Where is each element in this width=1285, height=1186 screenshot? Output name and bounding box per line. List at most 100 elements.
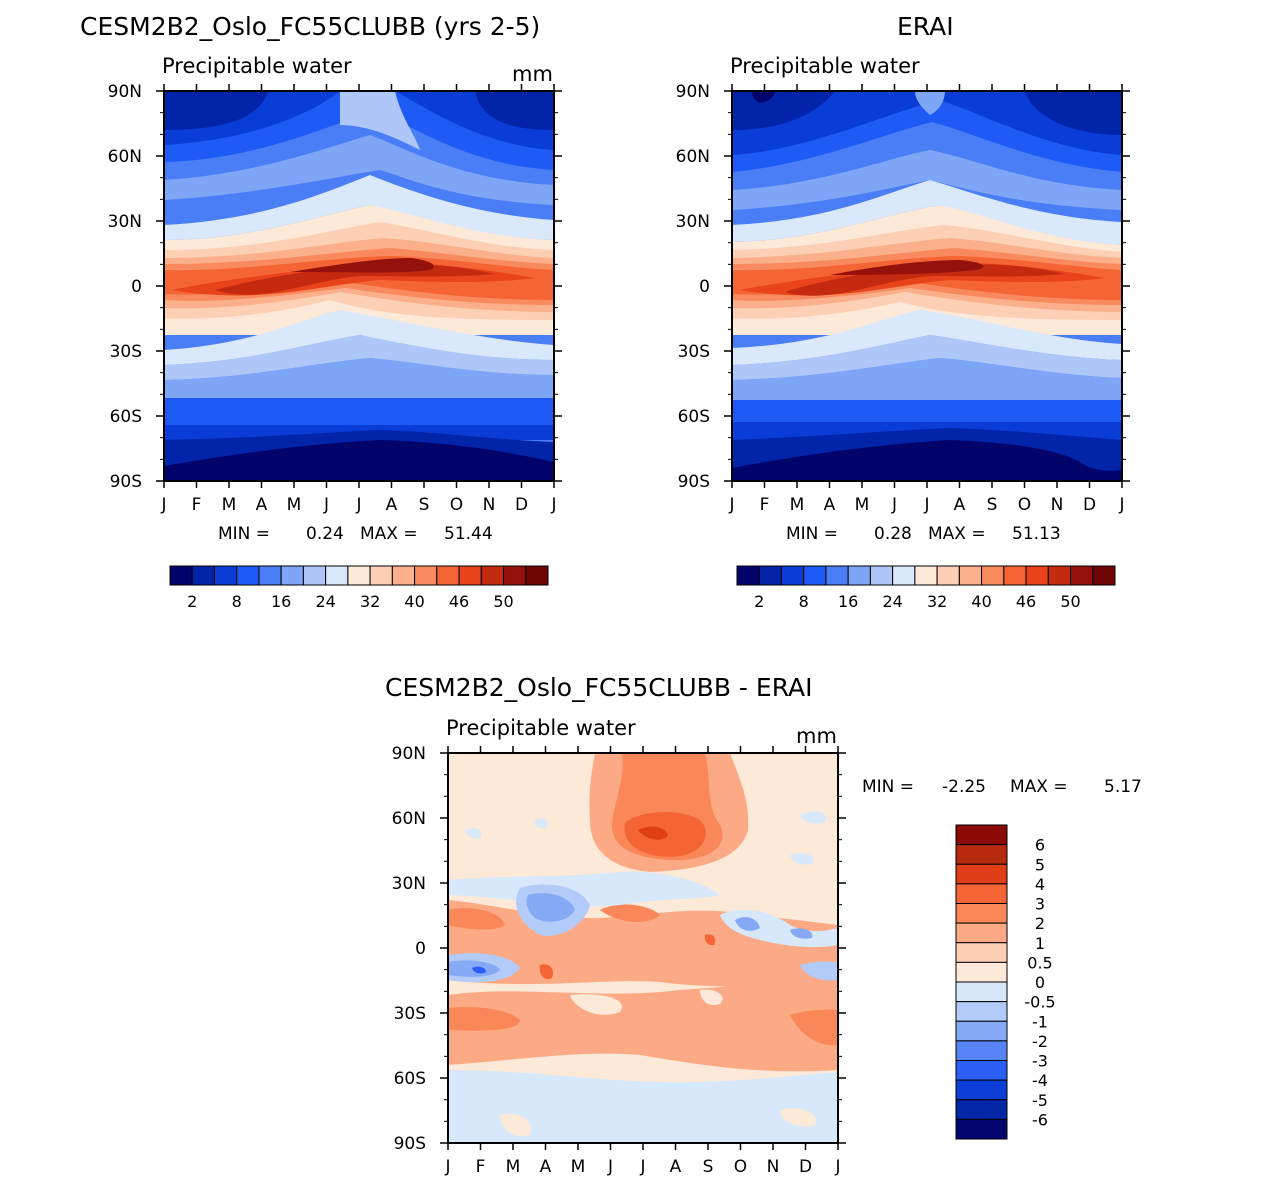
panel-diff-field bbox=[448, 753, 838, 1143]
field-band bbox=[732, 440, 1122, 481]
colorbar-swatch bbox=[347, 565, 371, 586]
panel-model-min-value: 0.24 bbox=[306, 524, 344, 544]
colorbar-label: 8 bbox=[799, 592, 809, 611]
colorbar-label: -4 bbox=[1032, 1071, 1048, 1090]
colorbar-swatch bbox=[847, 565, 871, 586]
colorbar-swatch bbox=[955, 961, 1008, 983]
colorbar-swatch bbox=[1025, 565, 1049, 586]
y-tick-label: 90S bbox=[110, 472, 142, 492]
x-tick-label: J bbox=[1118, 495, 1124, 515]
y-tick-label: 30S bbox=[110, 342, 142, 362]
field-band bbox=[472, 966, 486, 974]
x-tick-label: M bbox=[855, 495, 870, 515]
colorbar-label: 8 bbox=[232, 592, 242, 611]
panel-diff-min-value: -2.25 bbox=[942, 777, 986, 797]
field-band bbox=[735, 917, 813, 939]
x-tick-label: A bbox=[256, 495, 268, 515]
colorbar-label: 1 bbox=[1035, 934, 1045, 953]
colorbar-swatch bbox=[955, 883, 1008, 904]
colorbar-swatch bbox=[280, 565, 304, 586]
field-band bbox=[732, 400, 1122, 422]
colorbar-label: 46 bbox=[449, 592, 469, 611]
field-band bbox=[448, 871, 720, 907]
panel-obs: ERAI Precipitable water bbox=[676, 12, 1130, 611]
colorbar-swatch bbox=[936, 565, 960, 586]
colorbar-label: 4 bbox=[1035, 875, 1045, 894]
panel-model-max-label: MAX = bbox=[360, 524, 418, 544]
panel-model: CESM2B2_Oslo_FC55CLUBB (yrs 2-5) Precipi… bbox=[80, 12, 562, 611]
colorbar-swatch bbox=[958, 565, 983, 586]
colorbar-swatch bbox=[825, 565, 849, 586]
y-tick-label: 30S bbox=[678, 342, 710, 362]
field-band bbox=[164, 175, 554, 240]
colorbar-swatch bbox=[458, 565, 482, 586]
field-band bbox=[448, 904, 660, 930]
panel-diff-max-value: 5.17 bbox=[1104, 777, 1142, 797]
y-tick-label: 60N bbox=[676, 147, 710, 167]
x-tick-label: J bbox=[607, 1157, 613, 1177]
colorbar-label: 2 bbox=[187, 592, 197, 611]
x-tick-label: D bbox=[799, 1157, 812, 1177]
panel-obs-subtitle: Precipitable water bbox=[730, 54, 920, 78]
colorbar-label: 16 bbox=[838, 592, 858, 611]
colorbar-swatch bbox=[955, 1099, 1008, 1120]
field-band bbox=[526, 893, 575, 922]
field-band bbox=[785, 264, 1065, 296]
panel-model-subtitle: Precipitable water bbox=[162, 54, 352, 78]
colorbar-swatch bbox=[169, 565, 193, 586]
field-band bbox=[732, 91, 1122, 155]
y-tick-label: 30N bbox=[676, 212, 710, 232]
x-tick-label: M bbox=[222, 495, 237, 515]
colorbar-swatch bbox=[981, 565, 1005, 586]
colorbar-label: 24 bbox=[315, 592, 335, 611]
colorbar-label: -3 bbox=[1032, 1052, 1048, 1071]
colorbar-swatch bbox=[236, 565, 260, 586]
y-tick-label: 60S bbox=[110, 407, 142, 427]
colorbar-swatch bbox=[914, 565, 938, 586]
colorbar-label: 0.5 bbox=[1027, 953, 1052, 972]
colorbar-swatch bbox=[503, 565, 527, 586]
colorbar-label: 2 bbox=[1035, 914, 1045, 933]
colorbar-swatch bbox=[302, 565, 327, 586]
colorbar-label: 32 bbox=[360, 592, 380, 611]
field-band bbox=[752, 91, 776, 103]
field-band bbox=[732, 358, 1122, 400]
x-tick-label: J bbox=[160, 495, 166, 515]
field-band bbox=[732, 335, 1122, 380]
field-band bbox=[164, 398, 554, 425]
colorbar-swatch bbox=[258, 565, 282, 586]
panel-diff-subtitle: Precipitable water bbox=[446, 716, 636, 740]
x-tick-label: M bbox=[287, 495, 302, 515]
panel-model-units: mm bbox=[512, 62, 553, 86]
colorbar-swatch bbox=[955, 863, 1008, 885]
colorbar-label: 32 bbox=[927, 592, 947, 611]
colorbar-swatch bbox=[1070, 565, 1094, 586]
colorbar-swatch bbox=[955, 1020, 1008, 1042]
panel-obs-min-label: MIN = bbox=[786, 524, 838, 544]
field-band bbox=[164, 91, 554, 150]
field-band bbox=[164, 91, 554, 130]
colorbar-label: 50 bbox=[493, 592, 513, 611]
panel-obs-title: ERAI bbox=[897, 12, 954, 41]
colorbar-swatch bbox=[803, 565, 827, 586]
colorbar-label: 24 bbox=[882, 592, 902, 611]
panel-model-min-label: MIN = bbox=[218, 524, 270, 544]
y-tick-label: 60S bbox=[394, 1069, 426, 1089]
colorbar-label: -5 bbox=[1032, 1091, 1048, 1110]
colorbar-swatch bbox=[1047, 565, 1072, 586]
colorbar-swatch bbox=[955, 1001, 1008, 1022]
panel-diff-title: CESM2B2_Oslo_FC55CLUBB - ERAI bbox=[385, 673, 813, 702]
y-tick-label: 0 bbox=[699, 277, 710, 297]
x-tick-label: N bbox=[767, 1157, 780, 1177]
colorbar-swatch bbox=[758, 565, 782, 586]
x-tick-label: M bbox=[506, 1157, 521, 1177]
field-band bbox=[732, 310, 1122, 365]
y-tick-label: 30N bbox=[392, 874, 426, 894]
colorbar-swatch bbox=[436, 565, 460, 586]
field-band bbox=[915, 91, 945, 115]
y-tick-label: 60S bbox=[678, 407, 710, 427]
colorbar-swatch bbox=[955, 1060, 1008, 1081]
x-tick-label: O bbox=[734, 1157, 747, 1177]
x-tick-label: A bbox=[540, 1157, 552, 1177]
